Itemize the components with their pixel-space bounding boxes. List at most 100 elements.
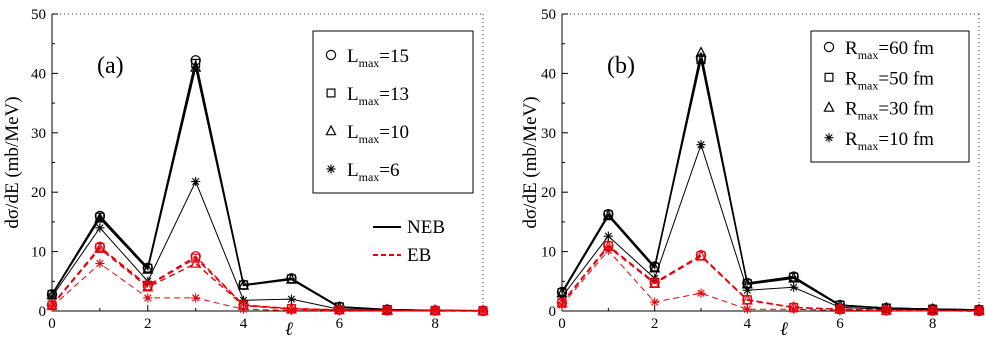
data-point-star bbox=[191, 176, 201, 187]
legend-label: Rmax=30 fm bbox=[845, 99, 934, 123]
data-point-star bbox=[238, 304, 249, 314]
legend-marker-star bbox=[326, 164, 336, 174]
data-point-square bbox=[191, 253, 201, 263]
data-point-triangle bbox=[94, 211, 106, 223]
y-tick-label: 50 bbox=[31, 7, 46, 23]
y-tick-label: 0 bbox=[39, 304, 47, 320]
y-axis-label: dσ/dE (mb/MeV) bbox=[2, 96, 23, 228]
series-line bbox=[561, 143, 980, 311]
y-tick-label: 50 bbox=[541, 7, 556, 23]
legend-marker-triangle bbox=[325, 124, 337, 136]
y-tick-label: 10 bbox=[541, 245, 556, 261]
data-point-star-stroke bbox=[697, 289, 705, 297]
data-point-star-stroke bbox=[96, 259, 104, 268]
line-legend-label: EB bbox=[407, 245, 431, 266]
data-point-triangle bbox=[94, 242, 106, 253]
legend-label: Rmax=60 fm bbox=[845, 38, 934, 62]
legend-label: Lmax=10 bbox=[347, 122, 409, 146]
data-point-star bbox=[696, 140, 706, 150]
x-tick-label: 8 bbox=[431, 316, 439, 332]
data-point-star bbox=[603, 245, 613, 256]
data-point-star bbox=[557, 300, 567, 310]
series-line bbox=[561, 245, 980, 312]
data-point-triangle bbox=[190, 257, 202, 268]
data-point-star-stroke bbox=[743, 305, 751, 313]
data-point-star-stroke bbox=[479, 307, 487, 315]
y-tick-label: 20 bbox=[31, 185, 46, 201]
data-point-star-stroke bbox=[604, 246, 612, 255]
legend: Lmax=15 Lmax=13 Lmax=10 Lmax=6 bbox=[312, 30, 474, 194]
data-point-star-stroke bbox=[192, 177, 200, 186]
data-point-star bbox=[789, 282, 799, 292]
x-tick-label: 0 bbox=[558, 316, 566, 332]
line-legend: NEB EB bbox=[373, 217, 445, 266]
data-point-star bbox=[191, 293, 201, 303]
y-tick-label: 0 bbox=[549, 304, 557, 320]
series-line bbox=[561, 244, 980, 312]
data-point-star bbox=[928, 306, 938, 316]
data-point-star bbox=[47, 302, 57, 312]
legend-label: Rmax=50 fm bbox=[845, 68, 934, 92]
x-tick-label: 2 bbox=[144, 316, 152, 332]
legend-marker-square bbox=[824, 72, 834, 82]
data-point-star bbox=[286, 305, 297, 316]
data-point-star bbox=[789, 304, 799, 314]
x-tick-label: 0 bbox=[48, 316, 56, 332]
data-point-triangle bbox=[602, 209, 614, 221]
data-point-star bbox=[95, 258, 105, 269]
legend-label: Lmax=15 bbox=[347, 46, 409, 70]
y-tick-label: 30 bbox=[31, 126, 46, 142]
legend-label: Lmax=6 bbox=[347, 160, 400, 184]
legend-marker-star bbox=[824, 133, 834, 143]
legend-marker-star-stroke bbox=[825, 134, 833, 142]
data-point-star-stroke bbox=[604, 232, 612, 240]
data-point-star bbox=[742, 304, 752, 314]
data-point-star bbox=[478, 306, 488, 316]
y-axis-label: dσ/dE (mb/MeV) bbox=[520, 96, 541, 228]
data-point-star bbox=[286, 294, 297, 304]
legend-label: Rmax=10 fm bbox=[845, 129, 934, 153]
x-tick-label: 6 bbox=[836, 316, 844, 332]
data-point-star bbox=[696, 288, 706, 298]
data-point-star-stroke bbox=[144, 294, 152, 302]
data-point-star-stroke bbox=[48, 303, 56, 311]
data-point-star-stroke bbox=[743, 286, 751, 294]
x-tick-label: 4 bbox=[744, 316, 752, 332]
data-point-star-stroke bbox=[651, 298, 659, 306]
data-point-triangle bbox=[788, 271, 800, 283]
panel-a: 0 10 20 30 40 50 0 2 4 6 8 dσ/dE (mb/MeV) ℓ (a) Lmax=1… bbox=[2, 7, 489, 338]
data-point-star bbox=[95, 223, 105, 233]
data-point-star-stroke bbox=[975, 307, 983, 315]
series-line bbox=[51, 246, 484, 312]
data-point-star bbox=[835, 305, 845, 316]
data-point-star-stroke bbox=[239, 305, 248, 313]
series-eb-triangle bbox=[556, 240, 985, 316]
panel-b: 0 10 20 30 40 50 0 2 4 6 8 dσ/dE (mb/MeV) ℓ (b) Rmax=6… bbox=[520, 7, 985, 338]
data-point-triangle bbox=[695, 46, 707, 57]
series-neb-star bbox=[557, 140, 984, 316]
x-tick-label: 4 bbox=[240, 316, 248, 332]
data-point-square bbox=[191, 58, 201, 68]
y-tick-label: 40 bbox=[541, 66, 556, 82]
legend-label: Lmax=13 bbox=[347, 84, 409, 108]
data-point-circle bbox=[190, 251, 201, 262]
data-point-star-stroke bbox=[287, 295, 296, 303]
data-point-star-stroke bbox=[431, 307, 439, 315]
legend-marker-circle bbox=[325, 49, 337, 61]
data-point-star-stroke bbox=[287, 306, 296, 315]
data-point-triangle bbox=[190, 61, 202, 72]
data-point-triangle bbox=[649, 277, 661, 288]
legend: Rmax=60 fm Rmax=50 fm Rmax=30 fm Rmax=10 fm bbox=[810, 30, 970, 163]
data-point-star-stroke bbox=[383, 307, 391, 315]
panel-label: (a) bbox=[97, 53, 124, 79]
data-point-star bbox=[334, 306, 344, 316]
data-point-star bbox=[430, 306, 440, 316]
panel-label: (b) bbox=[607, 53, 635, 79]
series-line bbox=[51, 247, 483, 312]
data-point-star bbox=[382, 306, 392, 316]
y-tick-label: 40 bbox=[31, 66, 46, 82]
data-point-star-stroke bbox=[929, 307, 937, 315]
data-point-triangle bbox=[695, 250, 707, 261]
data-point-star-stroke bbox=[335, 307, 343, 315]
data-point-triangle bbox=[741, 293, 753, 305]
